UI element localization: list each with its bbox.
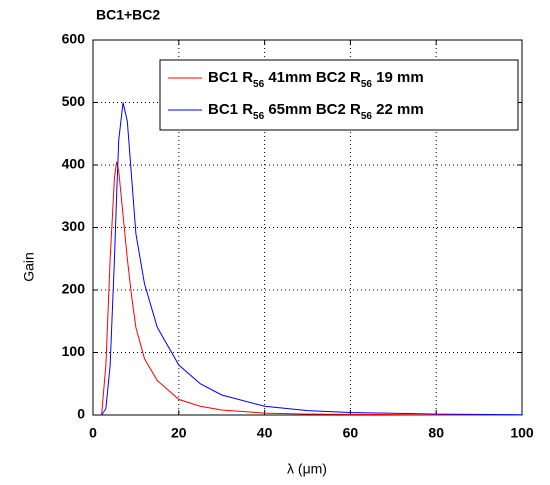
- y-tick-label: 0: [77, 406, 85, 422]
- x-axis-label: λ (μm): [287, 461, 327, 477]
- line-series: [101, 161, 523, 416]
- x-tick-label: 60: [343, 425, 359, 441]
- y-tick-label: 100: [62, 343, 86, 359]
- x-tick-label: 80: [428, 425, 444, 441]
- y-tick-label: 300: [62, 218, 86, 234]
- legend-label: BC1 R56 41mm BC2 R56 19 mm: [208, 69, 424, 90]
- legend-box: [159, 59, 519, 131]
- legend-label: BC1 R56 65mm BC2 R56 22 mm: [208, 101, 424, 122]
- x-tick-label: 0: [89, 425, 97, 441]
- y-tick-label: 200: [62, 281, 86, 297]
- y-tick-label: 600: [62, 31, 86, 47]
- x-tick-label: 40: [257, 425, 273, 441]
- y-tick-label: 400: [62, 156, 86, 172]
- line-series: [101, 102, 523, 416]
- chart-title: BC1+BC2: [96, 7, 160, 23]
- plot-frame: [92, 39, 523, 416]
- x-tick-label: 20: [171, 425, 187, 441]
- x-tick-label: 100: [510, 425, 534, 441]
- y-axis-label: Gain: [21, 252, 37, 282]
- y-tick-label: 500: [62, 93, 86, 109]
